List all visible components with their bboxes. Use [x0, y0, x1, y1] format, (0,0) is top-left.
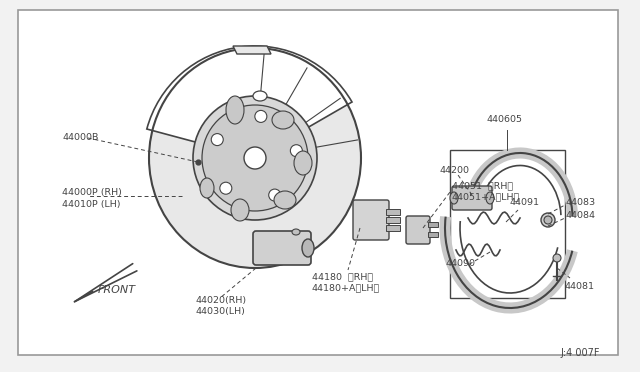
Ellipse shape	[255, 110, 267, 122]
Text: 44180+A〈LH〉: 44180+A〈LH〉	[312, 283, 380, 292]
Ellipse shape	[269, 189, 281, 201]
FancyBboxPatch shape	[452, 186, 492, 210]
Bar	[428, 232, 438, 237]
FancyBboxPatch shape	[406, 216, 430, 244]
Text: 44200: 44200	[440, 166, 470, 174]
Ellipse shape	[231, 199, 249, 221]
Text: 44180  〈RH〉: 44180 〈RH〉	[312, 272, 373, 281]
Text: 44051+A〈LH〉: 44051+A〈LH〉	[452, 192, 520, 202]
Text: 44000P (RH): 44000P (RH)	[62, 187, 122, 196]
Text: 44000B: 44000B	[62, 132, 99, 141]
Text: J:4 007F: J:4 007F	[561, 348, 600, 358]
Bar	[386, 209, 400, 215]
Ellipse shape	[302, 239, 314, 257]
Ellipse shape	[541, 213, 555, 227]
FancyBboxPatch shape	[253, 231, 311, 265]
Text: FRONT: FRONT	[98, 285, 136, 295]
Ellipse shape	[226, 96, 244, 124]
Text: 44083: 44083	[566, 198, 596, 206]
Ellipse shape	[553, 254, 561, 262]
Ellipse shape	[202, 105, 308, 211]
Ellipse shape	[211, 134, 223, 145]
Bar	[386, 217, 400, 223]
FancyBboxPatch shape	[353, 200, 389, 240]
Ellipse shape	[486, 192, 494, 204]
Text: 44084: 44084	[566, 211, 596, 219]
Ellipse shape	[450, 192, 458, 204]
Text: 44091: 44091	[510, 198, 540, 207]
Ellipse shape	[272, 111, 294, 129]
Ellipse shape	[220, 182, 232, 194]
Ellipse shape	[291, 145, 302, 157]
Ellipse shape	[274, 191, 296, 209]
Ellipse shape	[244, 147, 266, 169]
Ellipse shape	[149, 48, 361, 268]
Ellipse shape	[292, 229, 300, 235]
Text: 44051  〈RH〉: 44051 〈RH〉	[452, 182, 513, 190]
Text: 44010P (LH): 44010P (LH)	[62, 199, 120, 208]
Bar	[450, 150, 565, 298]
Ellipse shape	[253, 91, 267, 101]
Text: 44020(RH): 44020(RH)	[195, 296, 246, 305]
Wedge shape	[147, 46, 352, 158]
Text: 440605: 440605	[487, 115, 523, 124]
Polygon shape	[233, 46, 271, 54]
Ellipse shape	[200, 178, 214, 198]
Text: 44030(LH): 44030(LH)	[195, 307, 245, 316]
Ellipse shape	[544, 216, 552, 224]
Bar	[386, 225, 400, 231]
Text: 44090: 44090	[446, 260, 476, 269]
Ellipse shape	[294, 151, 312, 175]
Ellipse shape	[193, 96, 317, 220]
Text: 44081: 44081	[565, 282, 595, 291]
Bar	[428, 222, 438, 227]
